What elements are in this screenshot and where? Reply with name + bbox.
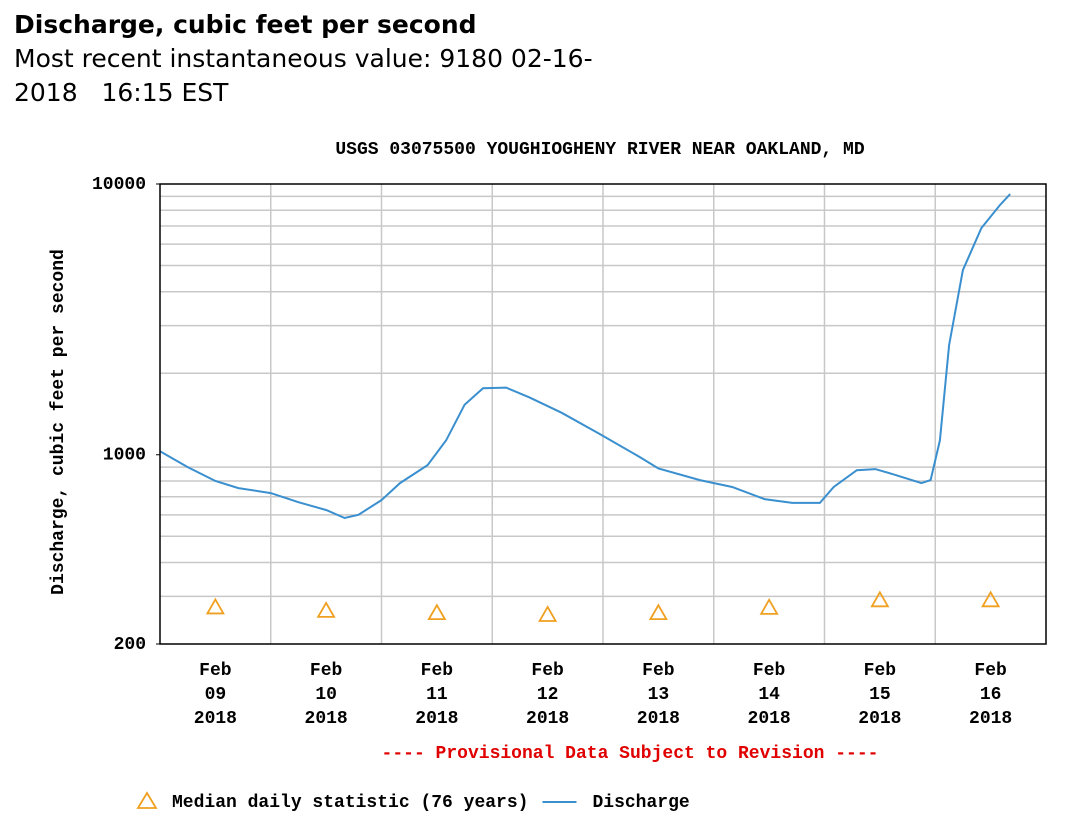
median-marker [205,597,225,615]
plot-frame [159,183,1047,645]
median-marker [981,590,1001,608]
x-tick-label: Feb 15 2018 [858,661,901,729]
provisional-note: ---- Provisional Data Subject to Revisio… [382,744,879,764]
y-axis-label: Discharge, cubic feet per second [49,249,69,595]
x-tick-label: Feb 14 2018 [748,661,791,729]
x-tick-label: Feb 12 2018 [526,661,569,729]
x-tick-label: Feb 10 2018 [305,661,348,729]
header-title: Discharge, cubic feet per second [14,10,477,39]
median-marker [427,603,447,621]
y-tick-label: 1000 [103,446,146,466]
header-subtitle: Most recent instantaneous value: 9180 02… [14,44,593,107]
median-marker [538,605,558,622]
chart-title: USGS 03075500 YOUGHIOGHENY RIVER NEAR OA… [335,140,864,160]
x-tick-label: Feb 16 2018 [969,661,1012,729]
header: Discharge, cubic feet per second Most re… [14,8,634,110]
median-marker [316,601,336,618]
median-marker [759,598,779,615]
median-marker [648,603,668,621]
legend-label: Median daily statistic (76 years) [172,793,528,813]
x-tick-label: Feb 11 2018 [415,661,458,729]
y-tick-label: 10000 [92,175,146,195]
median-marker [870,590,890,608]
y-tick-label: 200 [114,635,146,655]
x-tick-label: Feb 13 2018 [637,661,680,729]
legend-label: Discharge [592,793,689,813]
discharge-line [159,193,1011,520]
x-tick-label: Feb 09 2018 [194,661,237,729]
legend-symbol [136,791,158,809]
